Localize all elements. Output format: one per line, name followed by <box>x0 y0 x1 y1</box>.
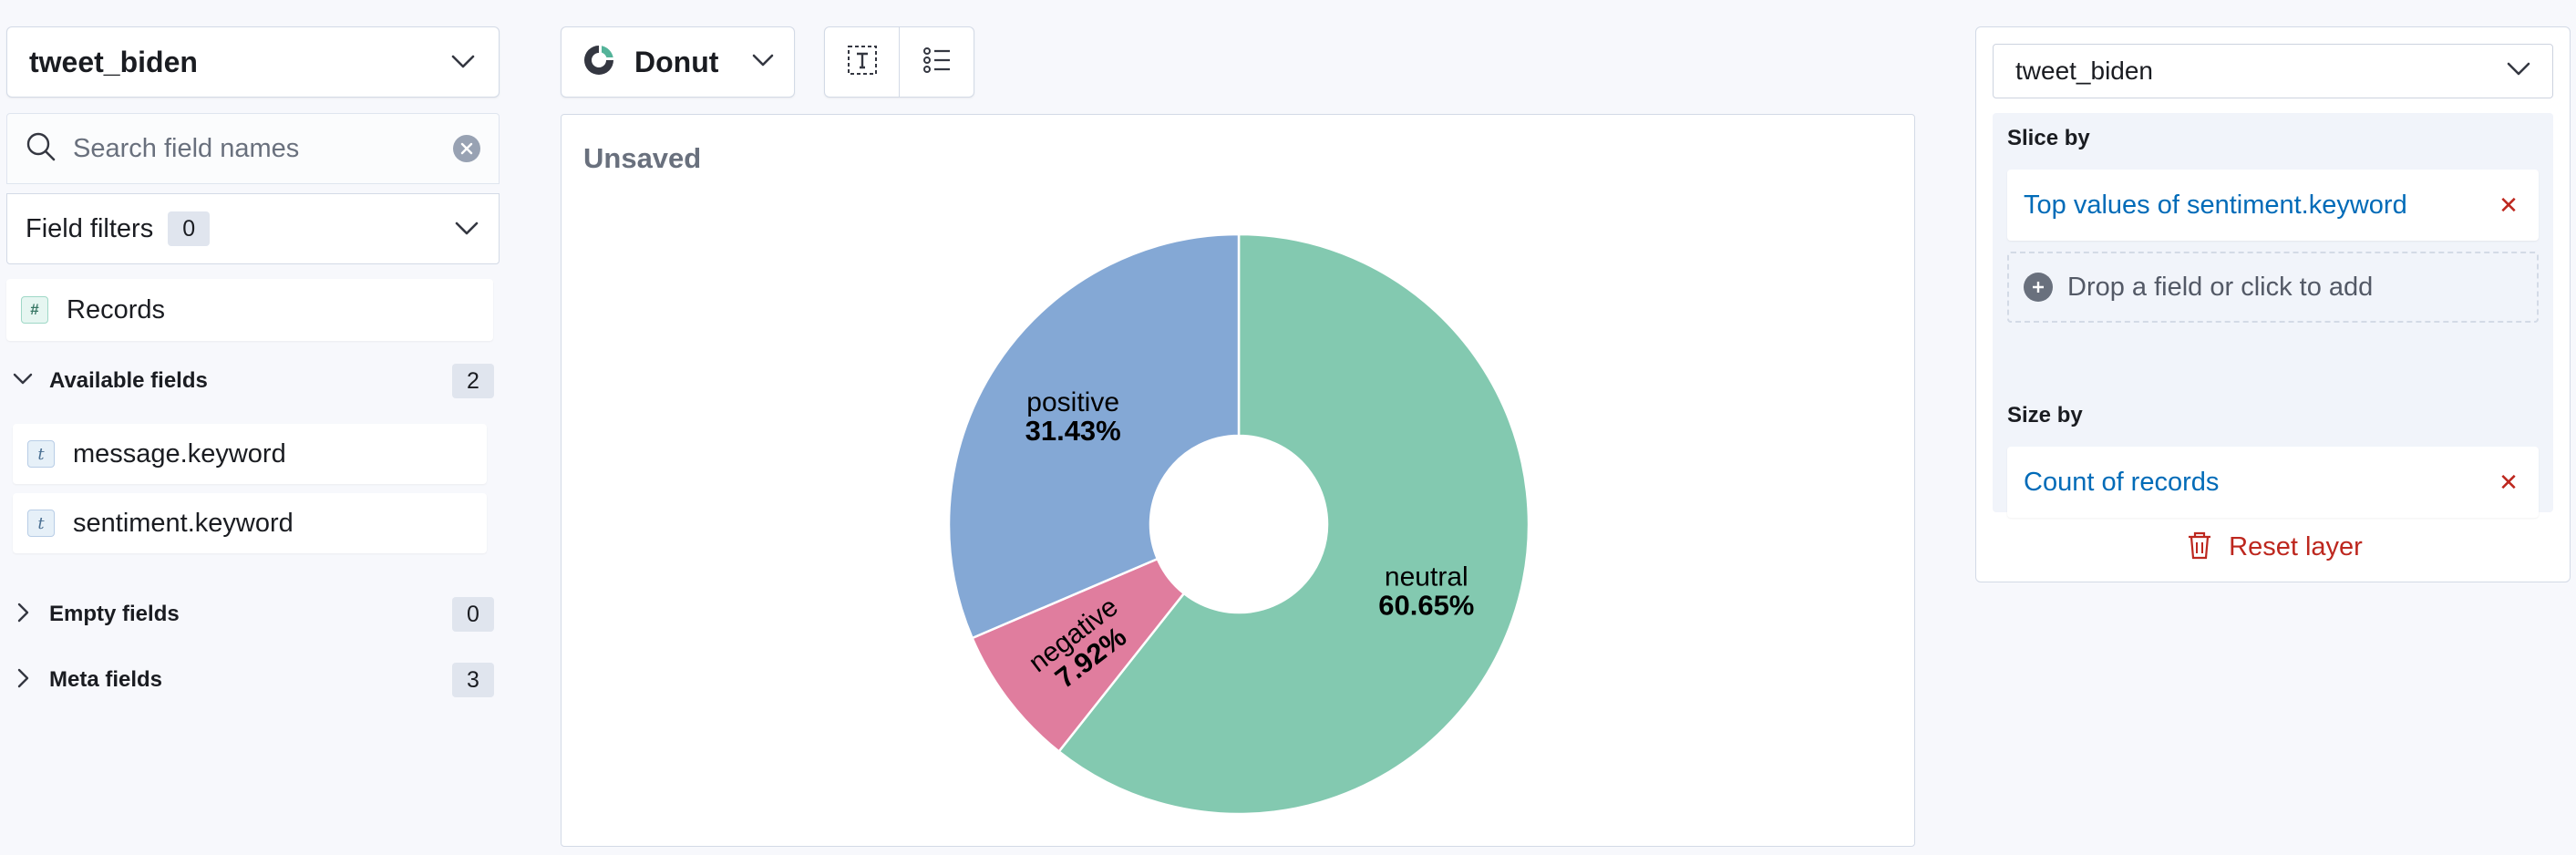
records-label: Records <box>67 294 165 324</box>
chevron-down-icon <box>752 54 774 71</box>
chevron-down-icon <box>453 215 480 242</box>
available-fields-count: 2 <box>452 364 494 398</box>
title-options-button[interactable] <box>825 27 899 97</box>
add-slice-dropzone[interactable]: Drop a field or click to add <box>2007 252 2539 323</box>
string-field-type-icon: t <box>27 510 55 537</box>
remove-dimension-icon[interactable]: ✕ <box>2499 191 2519 219</box>
layer-data-view-name: tweet_biden <box>2015 57 2154 85</box>
number-field-type-icon: # <box>21 296 48 324</box>
meta-fields-count: 3 <box>452 663 494 697</box>
chevron-down-icon <box>13 373 33 390</box>
meta-fields-toggle[interactable]: Meta fields 3 <box>13 662 494 698</box>
data-view-name: tweet_biden <box>29 45 198 78</box>
slice-neutral[interactable] <box>1056 232 1530 816</box>
field-name: message.keyword <box>73 438 286 469</box>
field-search-input[interactable]: Search field names <box>6 113 500 184</box>
slice-positive[interactable] <box>947 232 1241 640</box>
available-fields-label: Available fields <box>49 368 208 393</box>
records-field[interactable]: # Records <box>6 279 493 341</box>
field-filters-count: 0 <box>168 211 211 246</box>
donut-chart-icon <box>582 43 616 82</box>
chevron-right-icon <box>13 603 33 627</box>
visual-options-group <box>824 26 974 98</box>
chart-type-switcher[interactable]: Donut <box>561 26 795 98</box>
trash-icon <box>2185 530 2214 565</box>
size-by-dimension-label: Count of records <box>2024 467 2220 497</box>
chevron-down-icon <box>2507 62 2530 81</box>
data-view-picker[interactable]: tweet_biden <box>6 26 500 98</box>
clear-icon[interactable] <box>453 135 480 162</box>
search-icon <box>26 131 57 167</box>
slice-by-dimension-label: Top values of sentiment.keyword <box>2024 190 2407 220</box>
search-placeholder: Search field names <box>73 133 300 163</box>
chart-panel: Unsaved neutral 60.65% negative 7.92% positi… <box>561 114 1915 847</box>
size-by-dimension[interactable]: Count of records ✕ <box>2007 447 2539 518</box>
visualization-title: Unsaved <box>583 142 702 174</box>
slice-percent-label: 31.43% <box>1025 415 1121 447</box>
reset-layer-label: Reset layer <box>2229 531 2363 561</box>
field-item-sentiment-keyword[interactable]: t sentiment.keyword <box>13 493 487 553</box>
plus-icon <box>2024 273 2053 302</box>
chevron-right-icon <box>13 668 33 693</box>
slice-category-label: positive <box>1026 387 1119 417</box>
string-field-type-icon: t <box>27 440 55 468</box>
slice-negative[interactable] <box>970 557 1186 754</box>
legend-options-button[interactable] <box>899 27 974 97</box>
chevron-down-icon <box>449 48 477 76</box>
legend-list-icon <box>921 44 953 81</box>
field-name: sentiment.keyword <box>73 508 294 538</box>
meta-fields-label: Meta fields <box>49 667 163 692</box>
field-filters-button[interactable]: Field filters 0 <box>6 193 500 264</box>
available-fields-toggle[interactable]: Available fields 2 <box>13 363 494 399</box>
remove-dimension-icon[interactable]: ✕ <box>2499 468 2519 496</box>
empty-fields-count: 0 <box>452 597 494 632</box>
size-by-label: Size by <box>2007 403 2083 428</box>
slice-category-label: neutral <box>1385 562 1468 592</box>
layer-config-panel: tweet_biden Slice by Top values of senti… <box>1975 26 2571 582</box>
slice-by-group: Slice by Top values of sentiment.keyword… <box>1993 113 2553 372</box>
slice-by-label: Slice by <box>2007 126 2090 150</box>
field-item-message-keyword[interactable]: t message.keyword <box>13 424 487 484</box>
empty-fields-label: Empty fields <box>49 602 180 626</box>
chart-type-label: Donut <box>634 45 719 78</box>
drop-hint: Drop a field or click to add <box>2067 272 2374 302</box>
slice-by-dimension[interactable]: Top values of sentiment.keyword ✕ <box>2007 170 2539 241</box>
size-by-group: Size by Count of records ✕ <box>1993 357 2553 518</box>
reset-layer-button[interactable]: Reset layer <box>1976 529 2571 565</box>
empty-fields-toggle[interactable]: Empty fields 0 <box>13 596 494 633</box>
text-title-icon <box>846 44 879 81</box>
slice-percent-label: 60.65% <box>1378 590 1474 622</box>
layer-data-view-picker[interactable]: tweet_biden <box>1993 44 2553 98</box>
field-filters-label: Field filters <box>26 213 154 243</box>
